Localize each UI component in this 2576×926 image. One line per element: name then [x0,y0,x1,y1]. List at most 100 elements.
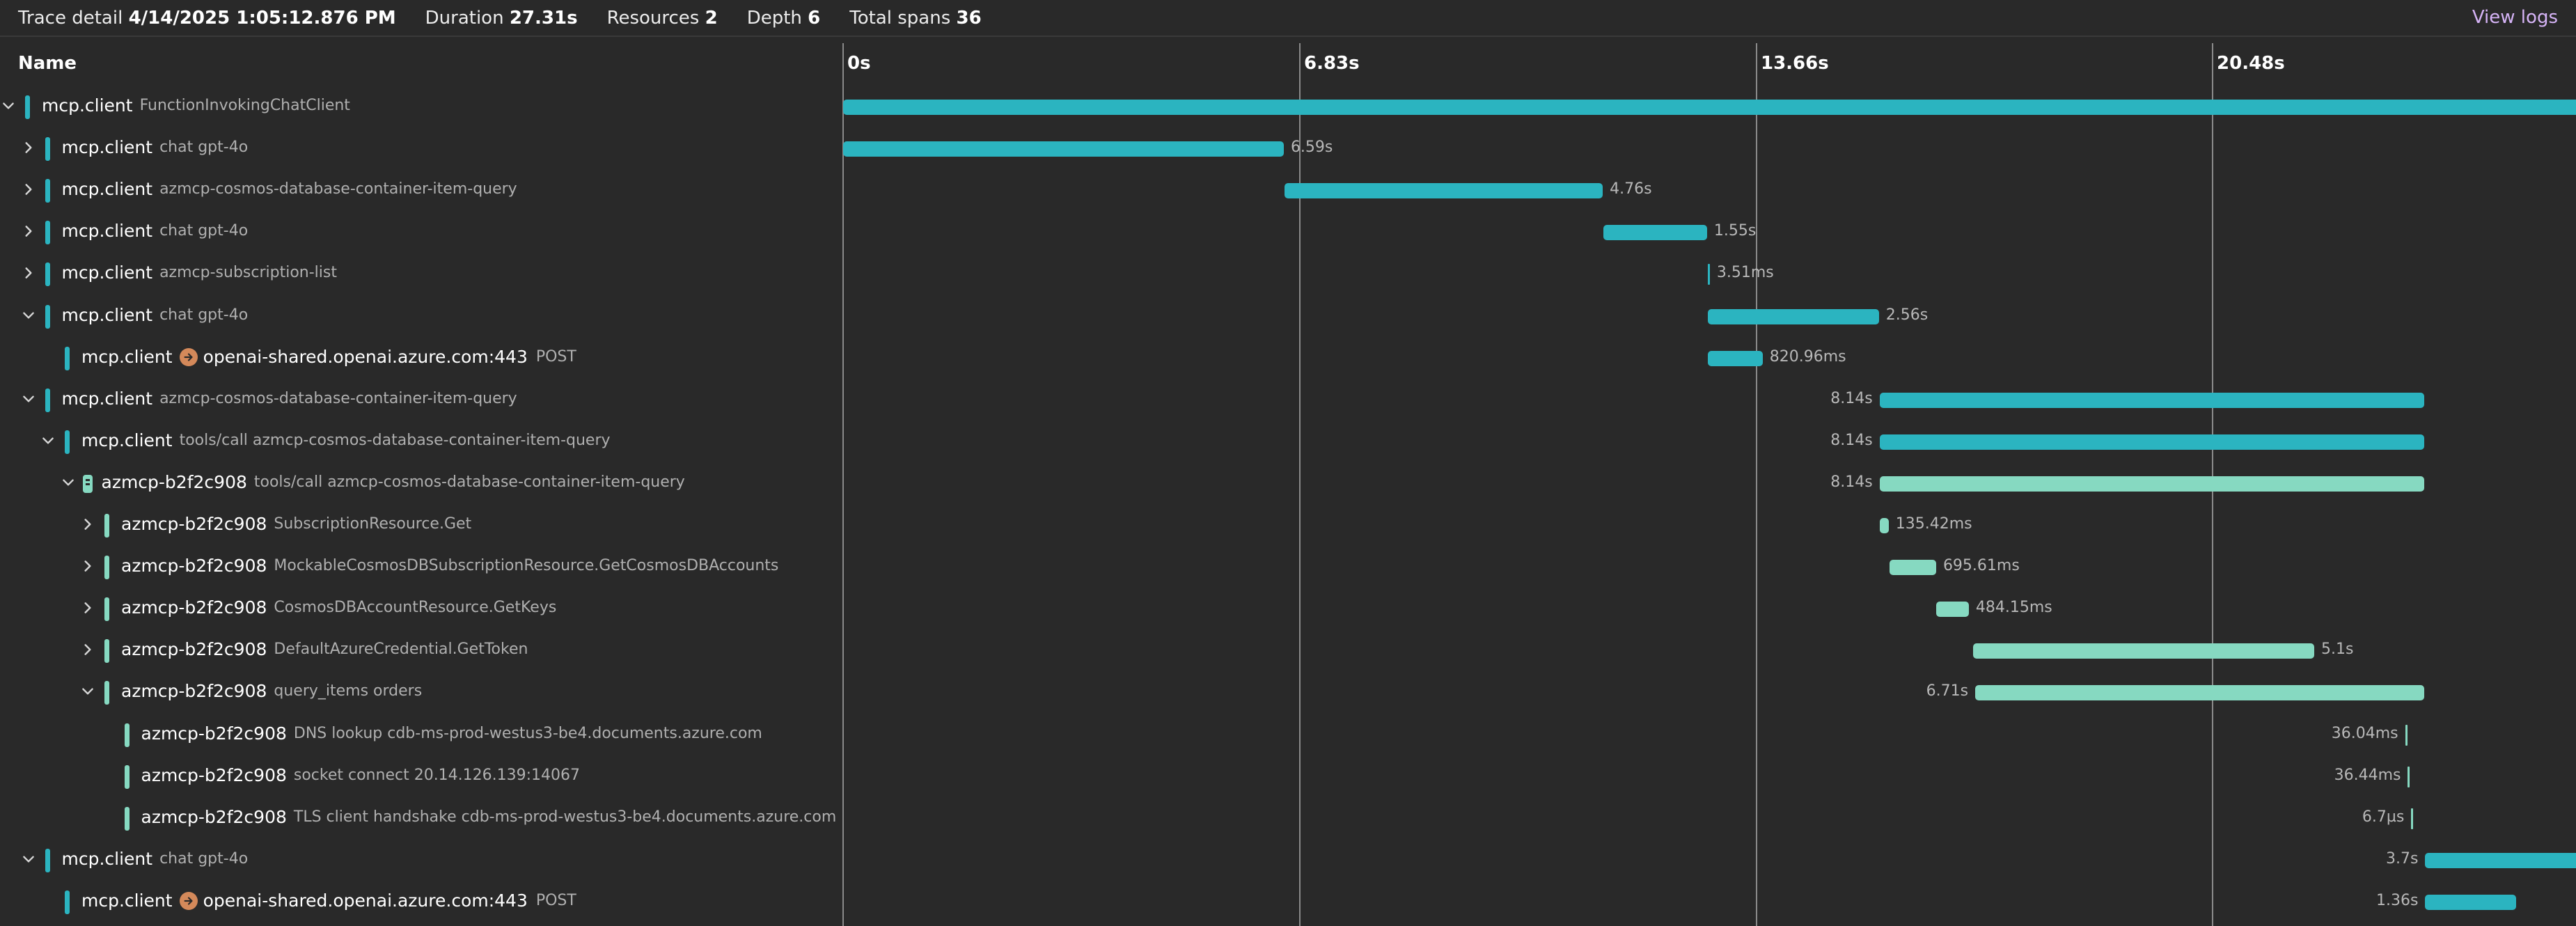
span-duration-bar[interactable] [2408,766,2410,787]
chevron-down-icon[interactable] [77,681,98,702]
span-duration-bar[interactable] [1603,225,1707,241]
trace-meta-label: Depth [746,7,808,29]
span-operation-name: DefaultAzureCredential.GetToken [274,641,528,659]
chevron-down-icon[interactable] [38,430,58,451]
span-duration-label: 8.14s [1830,431,1873,449]
span-duration-label: 6.71s [1926,682,1969,700]
trace-meta-resources: Resources 2 [607,8,718,29]
span-duration-bar[interactable] [843,100,2576,115]
resource-color-marker [104,639,109,664]
trace-meta-label: Total spans [849,7,957,29]
span-duration-bar[interactable] [1879,434,2424,450]
chevron-down-icon[interactable] [18,389,39,409]
span-operation-name: azmcp-cosmos-database-container-item-que… [159,389,517,407]
span-row[interactable]: azmcp-b2f2c908 CosmosDBAccountResource.Ge… [0,588,2576,629]
trace-meta-value: 2 [705,7,718,29]
resource-color-marker [45,388,50,412]
timeline-gridline [1756,43,1757,926]
span-operation-name: chat gpt-4o [159,306,249,324]
span-operation-name: MockableCosmosDBSubscriptionResource.Get… [274,557,779,575]
span-service-name: mcp.client [61,262,153,283]
span-duration-bar[interactable] [1879,518,1889,533]
resource-color-marker [65,430,70,454]
span-row[interactable]: azmcp-b2f2c908 socket connect 20.14.126.1… [0,755,2576,797]
span-duration-label: 135.42ms [1895,515,1972,533]
span-duration-bar[interactable] [2405,724,2408,746]
trace-meta-value: 4/14/2025 1:05:12.876 PM [128,7,396,29]
span-row[interactable]: azmcp-b2f2c908 MockableCosmosDBSubscripti… [0,546,2576,588]
chevron-right-icon[interactable] [18,262,39,283]
span-row[interactable]: mcp.client openai-shared.openai.azure.com… [0,337,2576,379]
span-row[interactable]: mcp.client chat gpt-4o 2.56s [0,295,2576,337]
span-duration-bar[interactable] [1890,560,1936,576]
chevron-down-icon[interactable] [0,95,19,116]
chevron-right-icon[interactable] [77,597,98,618]
span-duration-bar[interactable] [1973,643,2315,659]
resource-color-marker [45,221,50,245]
span-operation-name: tools/call azmcp-cosmos-database-contain… [253,473,685,491]
span-duration-bar[interactable] [1936,602,1969,618]
span-duration-bar[interactable] [1707,350,1763,366]
span-duration-label: 5.1s [2321,641,2354,659]
chevron-right-icon[interactable] [18,179,39,200]
trace-header: Trace detail 4/14/2025 1:05:12.876 PM Dur… [0,0,2576,37]
span-duration-bar[interactable] [1707,308,1879,324]
timeline-tick-label: 13.66s [1761,53,1829,74]
view-logs-link[interactable]: View logs [2472,7,2558,28]
span-duration-bar[interactable] [2411,808,2414,829]
span-row[interactable]: mcp.client chat gpt-4o 1.55s [0,211,2576,253]
span-operation-name: azmcp-subscription-list [159,264,337,282]
trace-meta-value: 27.31s [509,7,578,29]
chevron-down-icon[interactable] [58,472,79,493]
span-service-name: mcp.client [42,95,133,116]
span-row[interactable]: azmcp-b2f2c908 tools/call azmcp-cosmos-da… [0,462,2576,504]
chevron-down-icon[interactable] [18,849,39,870]
span-duration-bar[interactable] [1879,476,2424,492]
span-service-name: azmcp-b2f2c908 [121,681,267,702]
span-service-name: azmcp-b2f2c908 [121,556,267,576]
span-duration-bar[interactable] [1879,392,2424,408]
span-row[interactable]: mcp.client chat gpt-4o 6.59s [0,127,2576,169]
span-row[interactable]: azmcp-b2f2c908 SubscriptionResource.Get 13… [0,504,2576,546]
timeline-tick-label: 20.48s [2217,53,2285,74]
span-duration-label: 1.55s [1713,222,1757,240]
span-duration-bar[interactable] [843,141,1284,157]
span-duration-label: 820.96ms [1769,347,1846,366]
span-row[interactable]: mcp.client tools/call azmcp-cosmos-databa… [0,421,2576,462]
resource-color-marker [104,597,109,622]
trace-meta-value: 36 [956,7,982,29]
span-row[interactable]: mcp.client openai-shared.openai.azure.com… [0,881,2576,923]
span-row[interactable]: mcp.client chat gpt-4o 3.7s [0,839,2576,881]
span-duration-bar[interactable] [1975,685,2424,701]
span-duration-bar[interactable] [2425,852,2576,868]
span-row[interactable]: azmcp-b2f2c908 DNS lookup cdb-ms-prod-wes… [0,714,2576,755]
span-row[interactable]: mcp.client azmcp-cosmos-database-containe… [0,379,2576,421]
span-operation-name: CosmosDBAccountResource.GetKeys [274,599,557,617]
span-operation-name: azmcp-cosmos-database-container-item-que… [159,180,517,198]
span-duration-bar[interactable] [1284,183,1603,199]
chevron-right-icon[interactable] [18,137,39,158]
span-row[interactable]: azmcp-b2f2c908 query_items orders 6.71s [0,671,2576,713]
span-operation-name: query_items orders [274,682,423,700]
chevron-right-icon[interactable] [77,556,98,576]
span-service-name: mcp.client [61,137,153,158]
span-row[interactable]: mcp.client FunctionInvokingChatClient [0,86,2576,127]
span-service-name: mcp.client [81,346,173,367]
span-row[interactable]: azmcp-b2f2c908 TLS client handshake cdb-m… [0,797,2576,839]
name-column-header: Name [18,53,77,74]
span-duration-label: 8.14s [1830,473,1873,491]
span-peer-address: openai-shared.openai.azure.com:443 [203,890,528,911]
span-operation-name: DNS lookup cdb-ms-prod-westus3-be4.docum… [293,724,762,742]
span-operation-name: TLS client handshake cdb-ms-prod-westus3… [293,808,837,826]
span-row[interactable]: mcp.client azmcp-cosmos-database-containe… [0,169,2576,211]
chevron-down-icon[interactable] [18,305,39,326]
span-duration-label: 3.51ms [1716,264,1774,282]
chevron-right-icon[interactable] [77,514,98,535]
span-duration-bar[interactable] [2425,894,2517,910]
span-duration-bar[interactable] [1707,264,1710,285]
chevron-right-icon[interactable] [77,639,98,660]
span-row[interactable]: azmcp-b2f2c908 DefaultAzureCredential.Get… [0,629,2576,671]
span-row[interactable]: mcp.client azmcp-subscription-list 3.51ms [0,253,2576,295]
chevron-right-icon[interactable] [18,221,39,242]
span-duration-label: 1.36s [2376,891,2419,909]
